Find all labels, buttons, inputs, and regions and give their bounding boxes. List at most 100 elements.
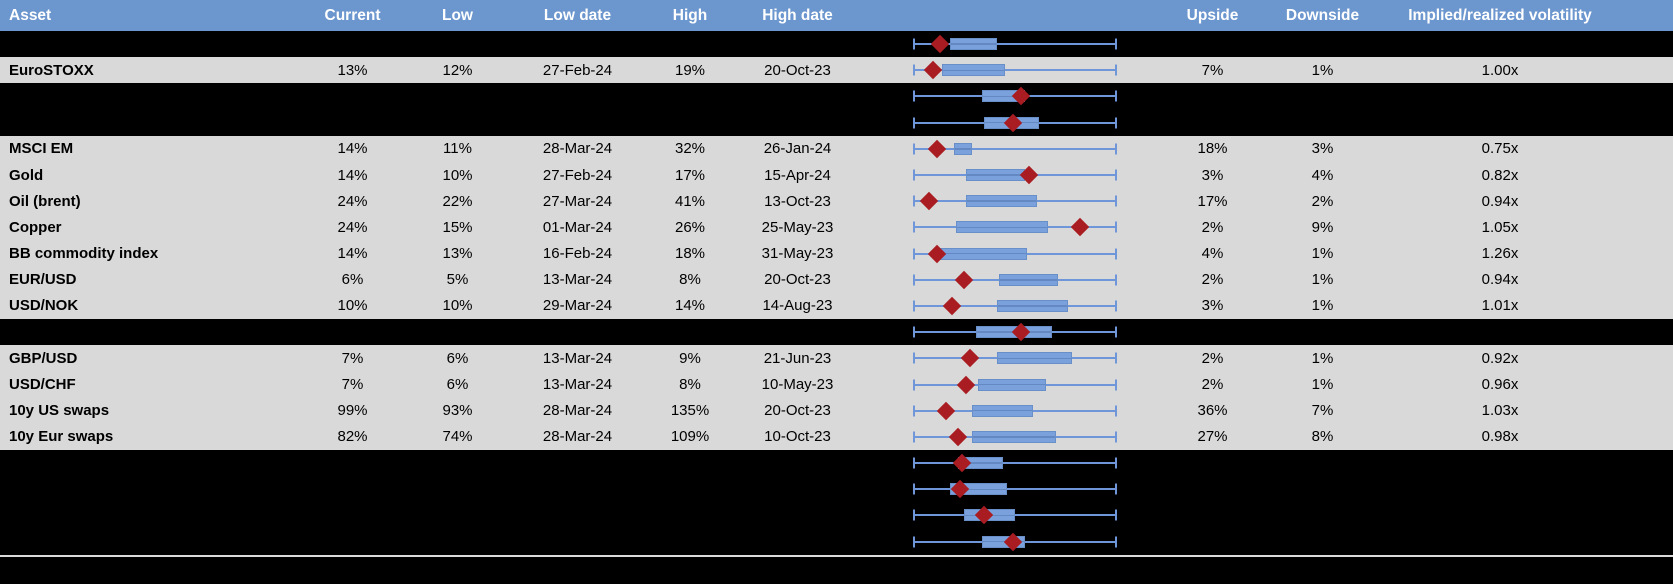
high-date-cell[interactable]: 14-Aug-23 (762, 297, 833, 315)
asset-name-cell[interactable]: USD/NOK (9, 297, 79, 315)
low-vol-cell[interactable]: 22% (442, 192, 473, 210)
downside-cell[interactable]: 7% (1311, 402, 1334, 420)
low-vol-cell[interactable]: 13% (442, 245, 473, 263)
implied-realized-cell[interactable]: 1.00x (1481, 61, 1519, 79)
asset-name-cell[interactable]: EUR/USD (9, 271, 77, 289)
header-high[interactable]: High (672, 6, 708, 24)
upside-cell[interactable]: 27% (1197, 428, 1228, 446)
low-date-cell[interactable]: 28-Mar-24 (542, 428, 613, 446)
header-asset[interactable]: Asset (9, 6, 52, 24)
low-vol-cell[interactable]: 6% (446, 376, 469, 394)
implied-realized-cell[interactable]: 0.94x (1481, 271, 1519, 289)
upside-cell[interactable]: 2% (1201, 218, 1224, 236)
asset-name-cell[interactable]: EuroSTOXX (9, 61, 94, 79)
upside-cell[interactable]: 2% (1201, 271, 1224, 289)
downside-cell[interactable]: 2% (1311, 192, 1334, 210)
downside-cell[interactable]: 8% (1311, 428, 1334, 446)
current-vol-cell[interactable]: 24% (337, 218, 368, 236)
high-vol-cell[interactable]: 19% (674, 61, 706, 79)
current-vol-cell[interactable]: 14% (337, 166, 368, 184)
current-vol-cell[interactable]: 6% (341, 271, 364, 289)
high-vol-cell[interactable]: 135% (670, 402, 710, 420)
implied-realized-cell[interactable]: 0.75x (1481, 140, 1519, 158)
high-date-cell[interactable]: 13-Oct-23 (764, 192, 831, 210)
low-vol-cell[interactable]: 11% (443, 140, 472, 158)
high-vol-cell[interactable]: 109% (670, 428, 710, 446)
current-vol-cell[interactable]: 10% (337, 297, 368, 315)
high-date-cell[interactable]: 20-Oct-23 (764, 271, 831, 289)
implied-realized-cell[interactable]: 0.98x (1481, 428, 1519, 446)
low-date-cell[interactable]: 27-Feb-24 (542, 166, 613, 184)
upside-cell[interactable]: 2% (1201, 376, 1224, 394)
implied-realized-cell[interactable]: 1.01x (1481, 297, 1519, 315)
upside-cell[interactable]: 3% (1201, 297, 1224, 315)
asset-name-cell[interactable]: BB commodity index (9, 245, 159, 263)
upside-cell[interactable]: 18% (1197, 140, 1228, 158)
asset-name-cell[interactable]: MSCI EM (9, 140, 74, 158)
low-date-cell[interactable]: 16-Feb-24 (542, 245, 613, 263)
implied-realized-cell[interactable]: 0.96x (1481, 376, 1519, 394)
asset-name-cell[interactable]: Oil (brent) (9, 192, 81, 210)
current-vol-cell[interactable]: 7% (341, 376, 364, 394)
high-date-cell[interactable]: 10-May-23 (761, 376, 834, 394)
implied-realized-cell[interactable]: 0.94x (1481, 192, 1519, 210)
low-vol-cell[interactable]: 93% (442, 402, 473, 420)
high-date-cell[interactable]: 20-Oct-23 (764, 402, 831, 420)
asset-name-cell[interactable]: 10y US swaps (9, 402, 110, 420)
downside-cell[interactable]: 1% (1311, 297, 1334, 315)
current-vol-cell[interactable]: 14% (337, 140, 368, 158)
high-date-cell[interactable]: 20-Oct-23 (764, 61, 831, 79)
low-vol-cell[interactable]: 5% (446, 271, 469, 289)
low-vol-cell[interactable]: 15% (442, 218, 473, 236)
header-high-date[interactable]: High date (762, 6, 833, 24)
low-date-cell[interactable]: 29-Mar-24 (542, 297, 613, 315)
low-vol-cell[interactable]: 74% (442, 428, 473, 446)
high-date-cell[interactable]: 26-Jan-24 (763, 140, 832, 158)
low-vol-cell[interactable]: 6% (446, 349, 469, 367)
high-vol-cell[interactable]: 9% (679, 349, 701, 367)
current-vol-cell[interactable]: 24% (337, 192, 368, 210)
high-vol-cell[interactable]: 17% (674, 166, 706, 184)
high-vol-cell[interactable]: 14% (674, 297, 706, 315)
high-date-cell[interactable]: 21-Jun-23 (763, 349, 832, 367)
downside-cell[interactable]: 1% (1311, 245, 1334, 263)
low-date-cell[interactable]: 01-Mar-24 (542, 218, 613, 236)
upside-cell[interactable]: 4% (1201, 245, 1224, 263)
header-low-date[interactable]: Low date (543, 6, 612, 24)
downside-cell[interactable]: 3% (1311, 140, 1334, 158)
low-date-cell[interactable]: 28-Mar-24 (542, 402, 613, 420)
low-date-cell[interactable]: 28-Mar-24 (542, 140, 613, 158)
header-implied-realized[interactable]: Implied/realized volatility (1408, 6, 1592, 24)
downside-cell[interactable]: 9% (1311, 218, 1334, 236)
current-vol-cell[interactable]: 13% (337, 61, 368, 79)
downside-cell[interactable]: 1% (1311, 349, 1334, 367)
downside-cell[interactable]: 1% (1311, 271, 1334, 289)
low-vol-cell[interactable]: 12% (442, 61, 473, 79)
upside-cell[interactable]: 3% (1201, 166, 1224, 184)
low-vol-cell[interactable]: 10% (442, 166, 473, 184)
high-date-cell[interactable]: 15-Apr-24 (764, 166, 831, 184)
upside-cell[interactable]: 17% (1197, 192, 1228, 210)
low-date-cell[interactable]: 27-Feb-24 (542, 61, 613, 79)
implied-realized-cell[interactable]: 1.26x (1481, 245, 1519, 263)
downside-cell[interactable]: 1% (1311, 376, 1334, 394)
current-vol-cell[interactable]: 99% (337, 402, 368, 420)
header-current[interactable]: Current (324, 6, 381, 24)
high-date-cell[interactable]: 25-May-23 (761, 218, 834, 236)
upside-cell[interactable]: 2% (1201, 349, 1224, 367)
implied-realized-cell[interactable]: 0.82x (1481, 166, 1519, 184)
low-date-cell[interactable]: 13-Mar-24 (542, 271, 613, 289)
high-date-cell[interactable]: 10-Oct-23 (764, 428, 831, 446)
implied-realized-cell[interactable]: 1.05x (1481, 218, 1519, 236)
header-upside[interactable]: Upside (1186, 6, 1239, 24)
asset-name-cell[interactable]: Gold (9, 166, 44, 184)
upside-cell[interactable]: 7% (1201, 61, 1224, 79)
downside-cell[interactable]: 4% (1311, 166, 1334, 184)
low-date-cell[interactable]: 13-Mar-24 (542, 349, 613, 367)
high-vol-cell[interactable]: 32% (674, 140, 706, 158)
asset-name-cell[interactable]: Copper (9, 218, 62, 236)
high-vol-cell[interactable]: 26% (674, 218, 706, 236)
high-vol-cell[interactable]: 8% (679, 376, 701, 394)
low-date-cell[interactable]: 13-Mar-24 (542, 376, 613, 394)
low-date-cell[interactable]: 27-Mar-24 (542, 192, 613, 210)
